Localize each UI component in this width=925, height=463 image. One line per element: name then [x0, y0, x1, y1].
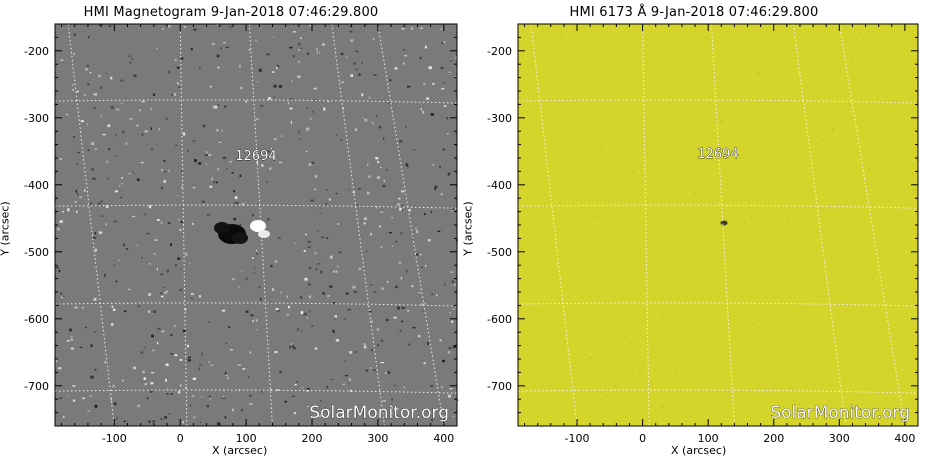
region-number-label: 12694	[697, 147, 738, 162]
y-tick-label: -600	[487, 313, 512, 326]
x-tick-label: 0	[639, 432, 646, 445]
y-tick-label: -500	[24, 246, 49, 259]
x-tick-label: 100	[236, 432, 257, 445]
y-tick-label: -500	[487, 246, 512, 259]
y-tick-label: -600	[24, 313, 49, 326]
x-tick-label: -100	[565, 432, 590, 445]
y-tick-label: -700	[24, 380, 49, 393]
x-tick-label: -100	[102, 432, 127, 445]
y-tick-label: -700	[487, 380, 512, 393]
active-region	[214, 220, 270, 244]
y-tick-label: -300	[487, 112, 512, 125]
y-tick-label: -400	[487, 179, 512, 192]
magnetogram-panel: HMI Magnetogram 9-Jan-2018 07:46:29.800 …	[0, 0, 511, 463]
magnetogram-ylabel: Y (arcsec)	[0, 201, 12, 256]
x-tick-label: 100	[698, 432, 719, 445]
ticks	[55, 23, 458, 427]
x-tick-label: 300	[829, 432, 850, 445]
magnetogram-xlabel: X (arcsec)	[212, 444, 268, 457]
continuum-panel: HMI 6173 Å 9-Jan-2018 07:46:29.800 -100 0…	[461, 0, 925, 463]
noise-texture	[55, 24, 459, 428]
solarmonitor-watermark: SolarMonitor.org	[770, 403, 910, 423]
region-number-label: 12694	[235, 149, 276, 164]
x-tick-label: 400	[433, 432, 454, 445]
y-tick-label: -400	[24, 179, 49, 192]
x-tick-label: 200	[763, 432, 784, 445]
solarmonitor-watermark: SolarMonitor.org	[309, 403, 449, 423]
x-tick-label: 400	[894, 432, 915, 445]
sunspot	[720, 220, 728, 226]
continuum-title: HMI 6173 Å 9-Jan-2018 07:46:29.800	[569, 5, 819, 20]
y-tick-label: -200	[487, 45, 512, 58]
magnetogram-plot: -100 0 100 200 300 400 -200 -300 -400 -500 -600 -70…	[24, 23, 511, 445]
x-tick-label: 200	[302, 432, 323, 445]
noise-texture	[518, 25, 920, 428]
continuum-plot: -100 0 100 200 300 400 -200 -300 -400 -500 -600 -70…	[487, 23, 925, 445]
magnetogram-title: HMI Magnetogram 9-Jan-2018 07:46:29.800	[83, 5, 379, 20]
continuum-ylabel: Y (arcsec)	[461, 201, 475, 256]
x-tick-label: 0	[177, 432, 184, 445]
coordinate-grid	[517, 23, 925, 427]
y-tick-label: -200	[24, 45, 49, 58]
y-tick-label: -300	[24, 112, 49, 125]
continuum-xlabel: X (arcsec)	[671, 444, 727, 457]
x-tick-label: 300	[367, 432, 388, 445]
ticks	[518, 23, 919, 427]
coordinate-grid	[54, 23, 511, 427]
image-area	[518, 24, 918, 426]
